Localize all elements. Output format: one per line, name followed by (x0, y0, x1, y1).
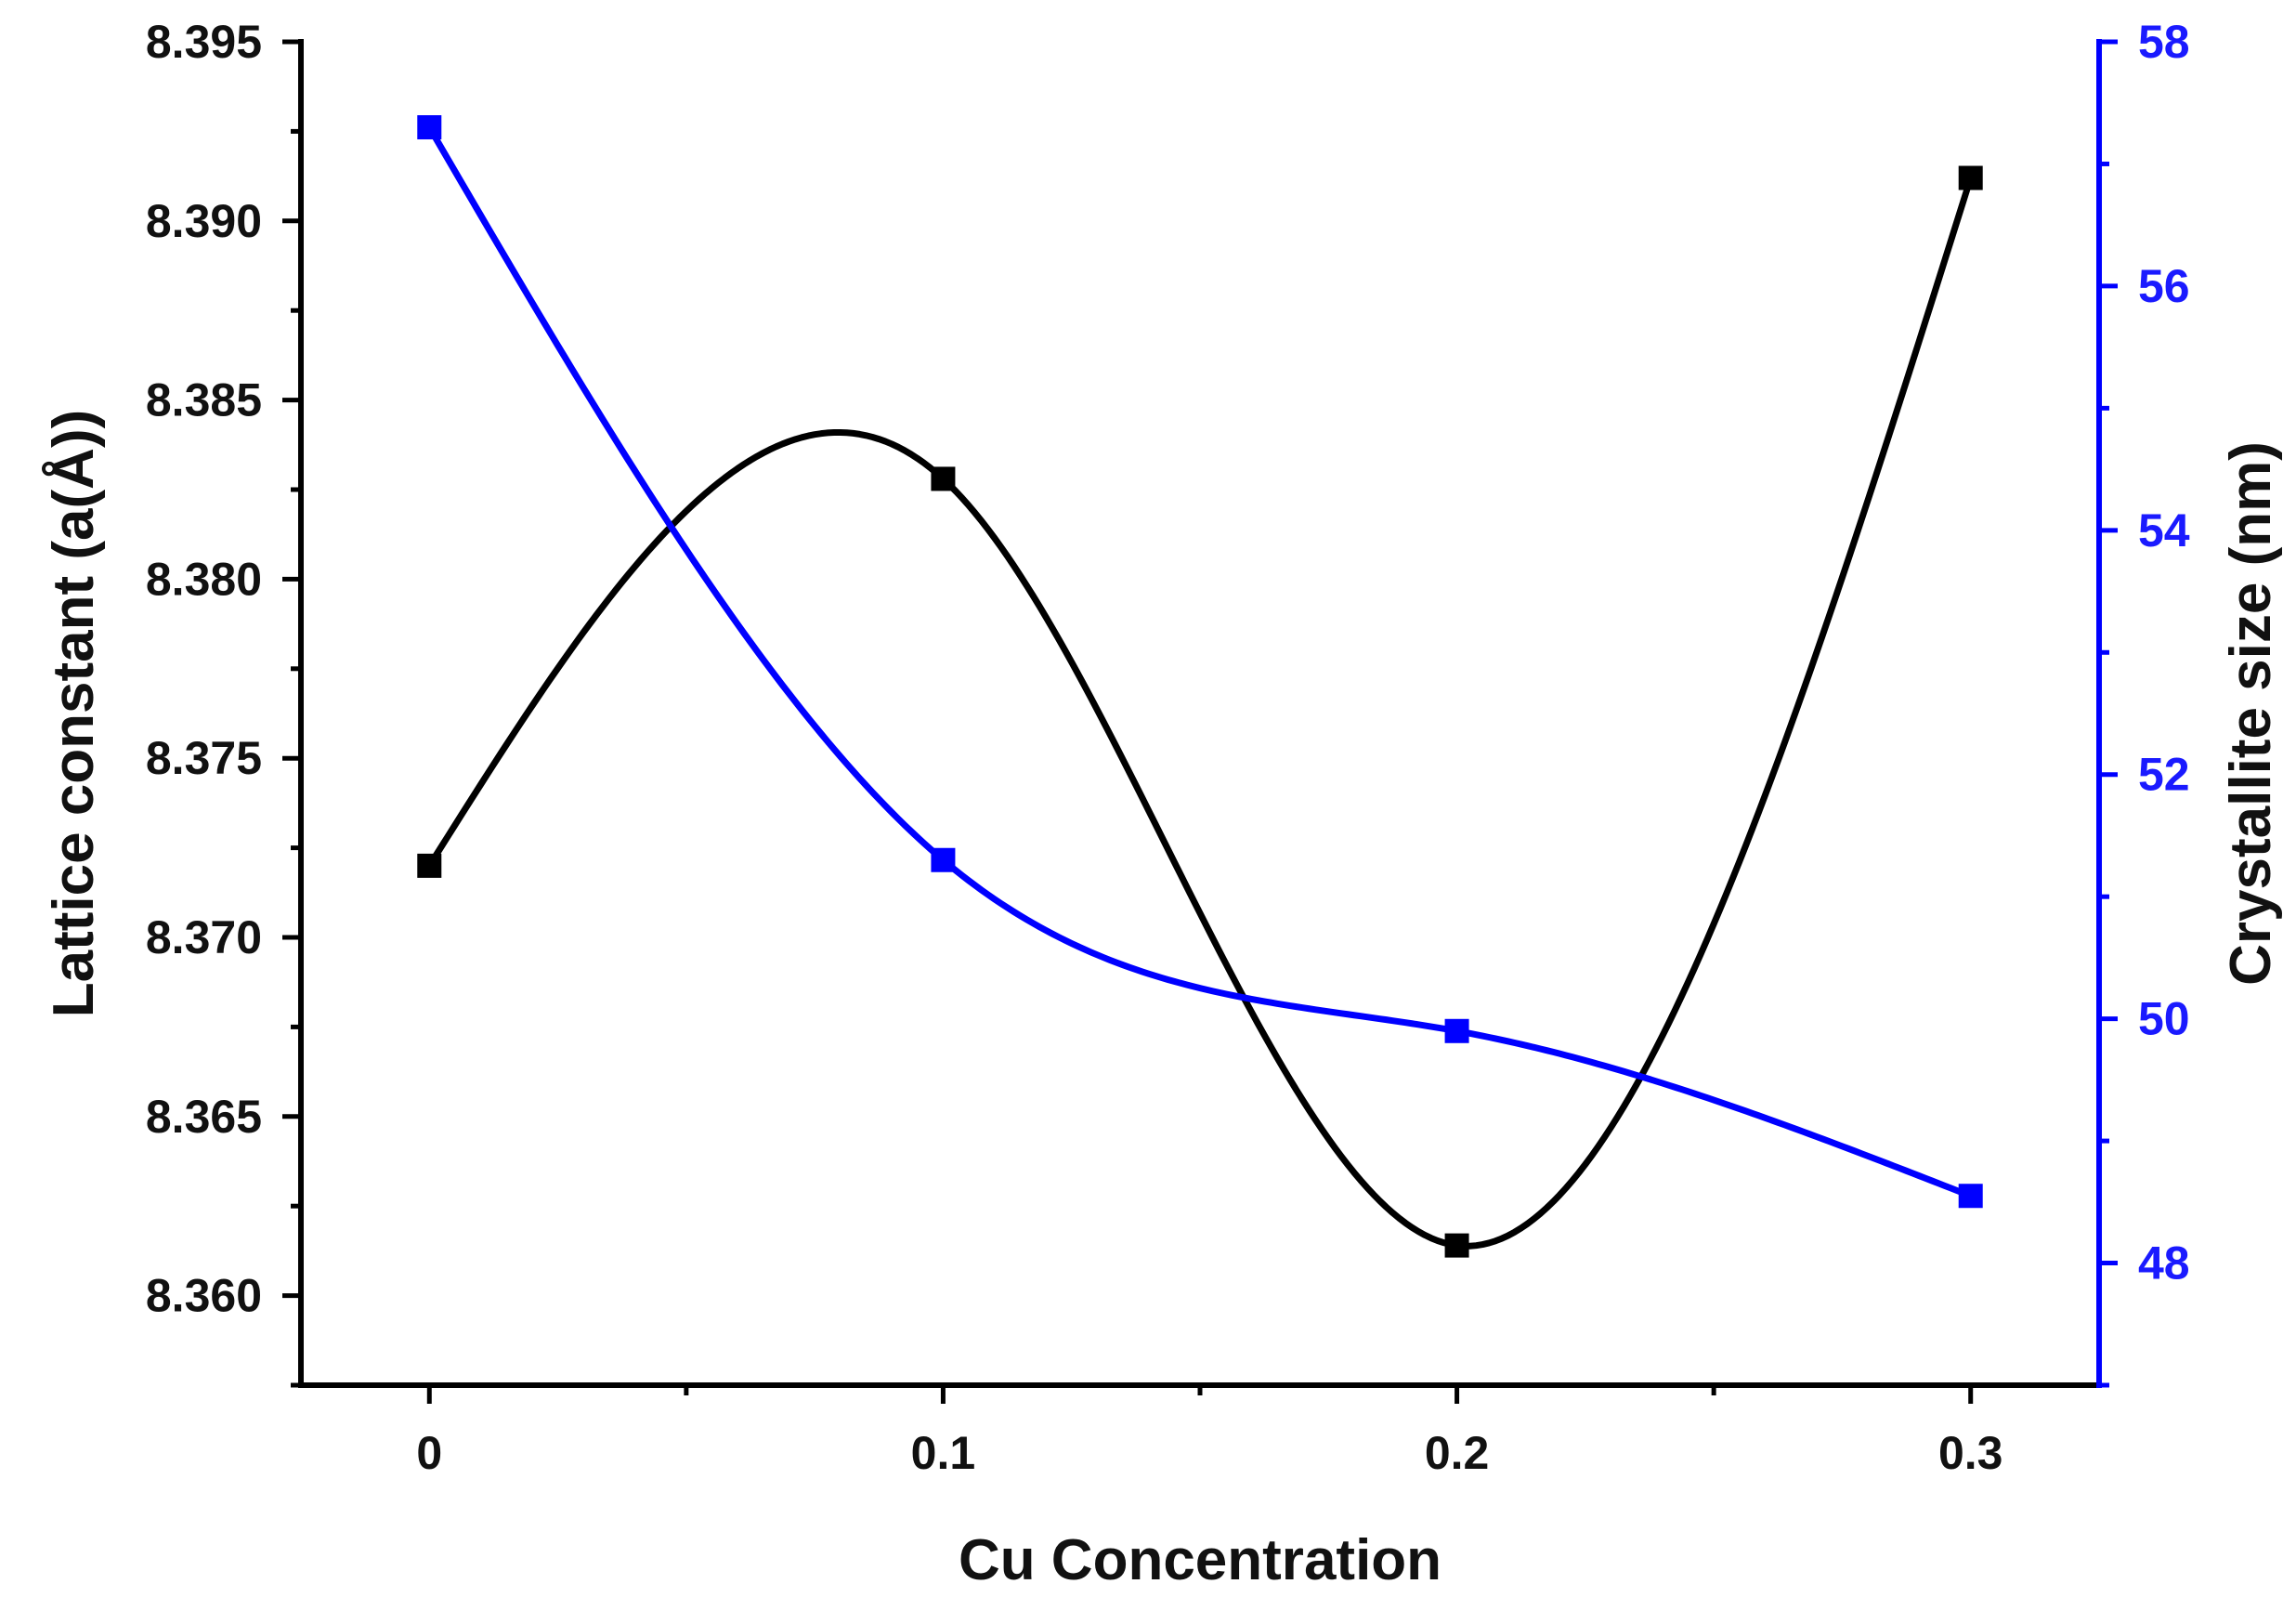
axes-layer: 0 0.1 0.2 0.3 8.360 8.365 8.370 8.375 8.380 8.385… (146, 16, 2190, 1479)
left-y-tick-label: 8.365 (146, 1091, 262, 1143)
lattice-series-line (426, 177, 1975, 1250)
lattice-marker (1444, 1233, 1469, 1258)
crystallite-marker (1444, 1018, 1469, 1043)
crystallite-marker (931, 847, 956, 872)
right-y-tick-label: 54 (2138, 504, 2190, 556)
right-y-tick-label: 58 (2138, 16, 2190, 68)
left-y-tick-label: 8.395 (146, 16, 262, 68)
lattice-marker (931, 466, 956, 491)
right-y-tick-label: 48 (2138, 1237, 2190, 1289)
right-y-tick-label: 52 (2138, 749, 2190, 801)
series-layer (417, 115, 1983, 1258)
crystallite-marker (417, 115, 442, 140)
right-y-axis-title: Crystallite size (nm) (2219, 441, 2283, 986)
left-y-tick-label: 8.385 (146, 374, 262, 426)
right-y-tick-label: 50 (2138, 993, 2190, 1045)
x-tick-label: 0.1 (911, 1427, 976, 1479)
left-y-tick-label: 8.390 (146, 195, 262, 247)
lattice-marker (417, 853, 442, 878)
crystallite-marker (1958, 1184, 1983, 1209)
x-tick-label: 0 (416, 1427, 442, 1479)
lattice-marker (1958, 165, 1983, 190)
left-y-axis-title: Lattice constant (a(Å)) (42, 410, 106, 1017)
right-y-tick-label: 56 (2138, 260, 2190, 312)
left-y-tick-label: 8.380 (146, 553, 262, 605)
x-tick-label: 0.2 (1425, 1427, 1490, 1479)
left-y-tick-label: 8.370 (146, 911, 262, 963)
left-y-tick-label: 8.360 (146, 1270, 262, 1322)
x-axis-title: Cu Concentration (959, 1528, 1442, 1592)
crystallite-series-line (426, 125, 1972, 1199)
x-tick-label: 0.3 (1938, 1427, 2003, 1479)
left-y-tick-label: 8.375 (146, 732, 262, 784)
